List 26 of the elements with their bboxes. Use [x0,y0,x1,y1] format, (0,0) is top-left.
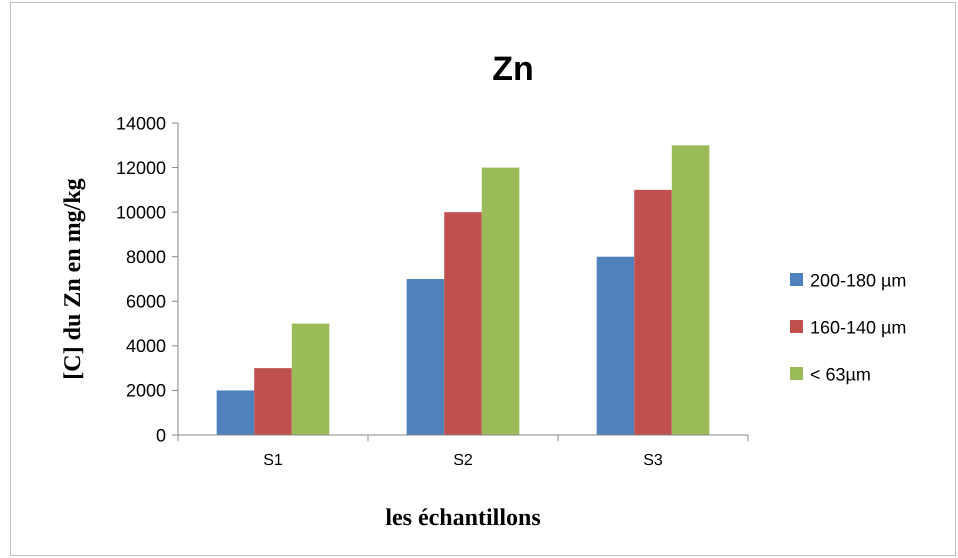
bar [596,256,634,435]
x-tick-label: S1 [263,452,283,469]
bar [254,368,292,435]
chart-title: Zn [492,50,534,88]
x-tick-label: S3 [643,452,663,469]
y-tick-label: 10000 [116,202,166,222]
y-tick-label: 12000 [116,158,166,178]
bar [672,145,710,435]
y-axis-title: [C] du Zn en mg/kg [60,178,86,380]
y-tick-label: 4000 [126,336,166,356]
legend-label: < 63µm [810,364,871,384]
bar [482,168,520,435]
x-tick-label: S2 [453,452,473,469]
y-tick-label: 6000 [126,292,166,312]
bar [444,212,482,435]
legend-label: 200-180 µm [810,270,906,290]
bar [216,390,254,435]
bar [406,279,444,435]
bar [634,190,672,435]
y-tick-label: 0 [156,425,166,446]
legend-label: 160-140 µm [810,317,906,338]
y-tick-label: 2000 [126,380,166,401]
bar [292,324,330,435]
y-tick-label: 8000 [126,247,166,268]
y-tick-label: 14000 [116,113,166,134]
x-axis-title: les échantillons [385,505,541,531]
